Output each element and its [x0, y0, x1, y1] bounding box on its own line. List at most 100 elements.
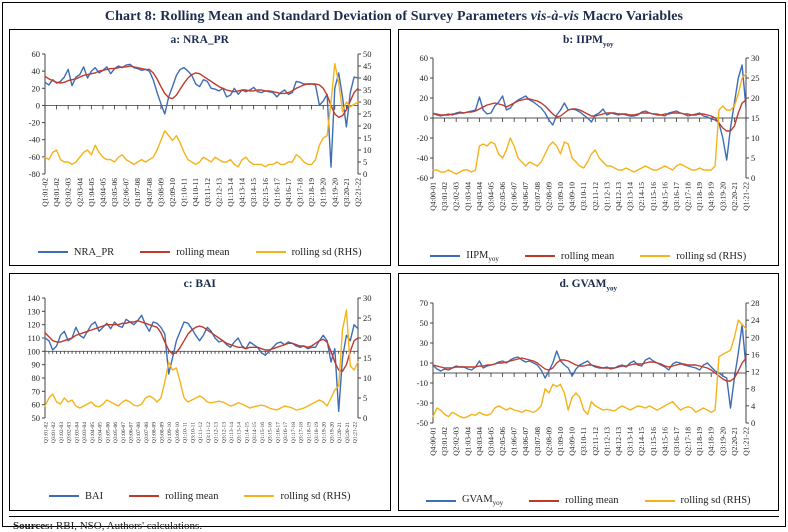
svg-text:Q3:10-11: Q3:10-11	[579, 182, 588, 211]
svg-text:Q4:06-07: Q4:06-07	[521, 182, 530, 211]
svg-text:Q2:20-21: Q2:20-21	[730, 182, 739, 211]
svg-text:Q4:12-13: Q4:12-13	[614, 426, 623, 455]
svg-text:0: 0	[751, 173, 755, 183]
panel-b: b: IIPMyoy 60 40 20 0 -20 -40 -60 30 25 20 15 10 5 0 Q4…	[397, 29, 779, 267]
legend-label: rolling mean	[165, 490, 219, 502]
svg-text:Q1:15-16: Q1:15-16	[649, 182, 658, 211]
svg-text:-40: -40	[417, 153, 428, 163]
svg-text:110: 110	[27, 333, 39, 343]
legend-line-swatch	[524, 255, 555, 258]
legend-label: GVAMyoy	[461, 494, 504, 508]
svg-text:20: 20	[31, 83, 40, 93]
svg-text:Q1:17-18: Q1:17-18	[291, 422, 297, 443]
svg-text:Q4:15-16: Q4:15-16	[661, 182, 670, 211]
chart-title-italic: vis-à-vis	[530, 9, 580, 24]
svg-text:Q2:03-04: Q2:03-04	[75, 178, 84, 207]
svg-text:50: 50	[31, 413, 40, 423]
svg-text:Q3:10-11: Q3:10-11	[579, 426, 588, 455]
legend-line-swatch	[430, 255, 461, 258]
svg-text:Q3:07-08: Q3:07-08	[144, 422, 150, 443]
svg-text:Q3:17-18: Q3:17-18	[295, 178, 304, 207]
svg-text:Q1:19-20: Q1:19-20	[318, 178, 327, 207]
svg-text:-50: -50	[417, 418, 428, 428]
svg-text:130: 130	[27, 307, 40, 317]
svg-text:Q1:01-02: Q1:01-02	[43, 422, 49, 443]
legend-label: NRA_PR	[73, 246, 115, 258]
svg-text:Q1:18-19: Q1:18-19	[695, 426, 704, 455]
svg-text:Q4:16-17: Q4:16-17	[284, 178, 293, 207]
svg-text:60: 60	[420, 53, 429, 63]
svg-text:80: 80	[31, 373, 40, 383]
svg-text:Q2:14-15: Q2:14-15	[637, 426, 646, 455]
svg-text:Q1:09-10: Q1:09-10	[167, 422, 173, 443]
svg-text:Q1:07-08: Q1:07-08	[133, 178, 142, 207]
svg-text:Q1:04-05: Q1:04-05	[87, 178, 96, 207]
legend-a: NRA_PR rolling mean rolling sd (RHS)	[12, 243, 388, 261]
svg-text:-80: -80	[28, 169, 39, 179]
legend-line-swatch	[644, 499, 675, 502]
legend-line-swatch	[37, 251, 68, 253]
svg-text:15: 15	[363, 353, 372, 363]
svg-text:10: 10	[363, 145, 372, 155]
svg-text:Q4:18-19: Q4:18-19	[707, 182, 716, 211]
svg-text:-20: -20	[28, 118, 39, 128]
legend-item: IIPMyoy	[430, 250, 499, 263]
svg-text:40: 40	[31, 66, 40, 76]
svg-text:Q3:16-17: Q3:16-17	[672, 426, 681, 455]
svg-text:Q3:01-02: Q3:01-02	[440, 182, 449, 211]
svg-text:Q3:02-03: Q3:02-03	[63, 178, 72, 207]
svg-text:Q3:07-08: Q3:07-08	[533, 182, 542, 211]
svg-text:Q1:08-09: Q1:08-09	[151, 422, 157, 443]
svg-text:Q1:18-19: Q1:18-19	[695, 182, 704, 211]
panel-title-a: a: NRA_PR	[170, 34, 229, 46]
svg-text:0: 0	[751, 418, 755, 428]
legend-b: IIPMyoy rolling mean rolling sd (RHS)	[401, 247, 777, 265]
svg-text:Q4:03-04: Q4:03-04	[475, 182, 484, 211]
svg-text:5: 5	[751, 153, 755, 163]
svg-text:Q3:10-11: Q3:10-11	[190, 422, 196, 443]
svg-text:Q1:18-19: Q1:18-19	[306, 422, 312, 443]
legend-item: rolling mean	[140, 247, 230, 258]
svg-text:20: 20	[363, 121, 372, 131]
legend-label: BAI	[85, 490, 104, 502]
legend-c: BAI rolling mean rolling sd (RHS)	[12, 487, 388, 505]
svg-text:70: 70	[31, 387, 40, 397]
svg-text:Q1:14-15: Q1:14-15	[244, 422, 250, 443]
svg-text:Q1:05-06: Q1:05-06	[105, 422, 111, 443]
svg-text:Q2:17-18: Q2:17-18	[684, 426, 693, 455]
svg-text:Q2:11-12: Q2:11-12	[591, 182, 600, 211]
svg-text:Q4:09-10: Q4:09-10	[568, 182, 577, 211]
svg-text:140: 140	[27, 293, 40, 303]
svg-text:25: 25	[363, 313, 372, 323]
svg-text:Q4:19-20: Q4:19-20	[330, 178, 339, 207]
svg-text:Q1:21-22: Q1:21-22	[742, 426, 751, 455]
svg-text:24: 24	[751, 315, 760, 325]
svg-text:Q3:04-05: Q3:04-05	[487, 426, 496, 455]
svg-text:Q1:03-04: Q1:03-04	[74, 422, 80, 443]
svg-text:-60: -60	[28, 152, 39, 162]
svg-text:20: 20	[363, 333, 372, 343]
svg-text:25: 25	[363, 109, 372, 119]
svg-text:Q3:19-20: Q3:19-20	[329, 422, 335, 443]
chart-title-suffix: Macro Variables	[579, 9, 684, 24]
svg-text:Q3:19-20: Q3:19-20	[719, 426, 728, 455]
svg-text:8: 8	[751, 383, 755, 393]
svg-text:Q3:20-21: Q3:20-21	[345, 422, 351, 443]
svg-text:Q2:12-13: Q2:12-13	[214, 178, 223, 207]
svg-text:15: 15	[751, 113, 760, 123]
svg-text:Q3:16-17: Q3:16-17	[672, 182, 681, 211]
svg-text:40: 40	[420, 73, 429, 83]
svg-text:12: 12	[751, 366, 760, 376]
svg-text:30: 30	[420, 338, 429, 348]
svg-text:Q1:10-11: Q1:10-11	[182, 422, 188, 443]
svg-text:0: 0	[363, 413, 367, 423]
panel-title-d: d. GVAMyoy	[559, 278, 618, 293]
svg-text:10: 10	[751, 133, 760, 143]
svg-text:-20: -20	[417, 133, 428, 143]
chart-title-prefix: Chart 8: Rolling Mean and Standard Devia…	[104, 9, 531, 24]
svg-text:5: 5	[363, 157, 367, 167]
svg-text:10: 10	[420, 358, 429, 368]
svg-text:Q2:06-07: Q2:06-07	[121, 178, 130, 207]
legend-line-swatch	[640, 255, 671, 258]
